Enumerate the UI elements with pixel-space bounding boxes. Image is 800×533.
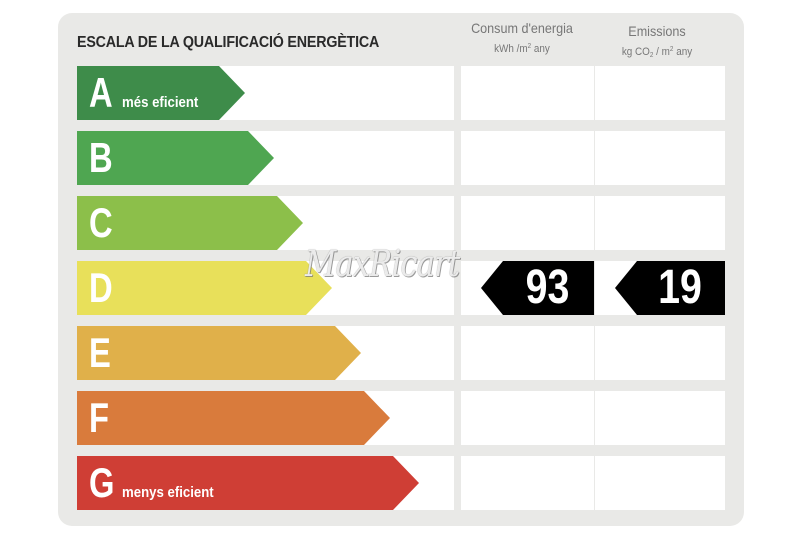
emissions-label: Emissions [628,23,686,39]
emissions-cell [595,456,725,510]
emissions-cell [595,131,725,185]
rating-letter: E [89,329,111,376]
watermark: MaxRicart [305,244,460,285]
consumption-value-tag: 93 [481,261,598,315]
rating-letter: B [89,134,113,181]
rating-letter: A [89,69,113,116]
consumption-cell [461,131,594,185]
rating-sublabel: més eficient [122,94,199,111]
consumption-cell [461,196,594,250]
rating-letter: C [89,199,113,246]
rating-bar-d: D [77,261,332,315]
rating-arrow-shape [77,196,303,250]
rating-bar-c: C [77,196,303,250]
rating-arrow-shape [77,131,274,185]
emissions-cell [595,196,725,250]
rating-bar-b: B [77,131,274,185]
rating-row-d: D 93 19 [77,261,725,315]
rating-arrow-shape [77,66,245,120]
emissions-cell [595,66,725,120]
emissions-cell [595,326,725,380]
consumption-label: Consum d'energia [471,20,573,36]
emissions-value: 19 [658,261,702,314]
rating-letter: G [89,459,115,506]
emissions-header: Emissions kg CO2 / m2 any [597,23,718,63]
scale-title: ESCALA DE LA QUALIFICACIÓ ENERGÈTICA [77,34,380,51]
rating-arrow-shape [77,391,390,445]
emissions-cell [595,391,725,445]
rating-row-b: B [77,131,725,185]
consumption-cell [461,66,594,120]
rating-letter: D [89,264,113,311]
consumption-cell [461,391,594,445]
rating-row-e: E [77,326,725,380]
rating-row-c: C [77,196,725,250]
consumption-tag-shape [481,261,594,315]
consumption-cell [461,326,594,380]
emissions-value-tag: 19 [615,261,729,315]
rating-row-f: F [77,391,725,445]
rating-arrow-shape [77,261,332,315]
consumption-unit: kWh /m2 any [494,43,550,55]
consumption-value: 93 [525,261,570,314]
emissions-unit: kg CO2 / m2 any [621,46,693,59]
consumption-cell [461,456,594,510]
rating-bar-e: E [77,326,361,380]
rating-bar-f: F [77,391,390,445]
consumption-header: Consum d'energia kWh /m2 any [462,20,583,56]
rating-letter: F [89,394,110,441]
emissions-tag-shape [615,261,725,315]
rating-sublabel: menys eficient [122,484,214,501]
rating-arrow-shape [77,326,361,380]
rating-arrow-shape [77,456,419,510]
